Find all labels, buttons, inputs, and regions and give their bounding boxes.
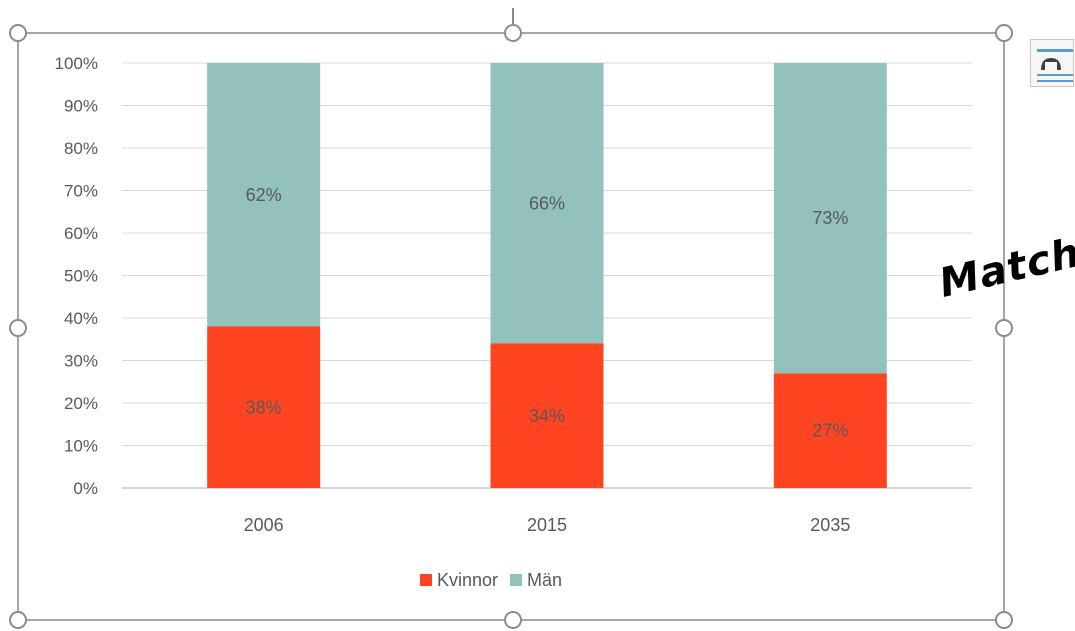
legend-swatch: [510, 574, 523, 586]
data-label: 38%: [246, 397, 282, 417]
legend-swatch: [420, 574, 432, 586]
bar-män: [207, 63, 321, 327]
y-tick-label: 90%: [64, 97, 98, 116]
resize-handles[interactable]: [9, 24, 1013, 629]
legend-label: Män: [527, 570, 562, 590]
y-tick-label: 10%: [64, 437, 98, 456]
data-label: 66%: [529, 193, 565, 213]
resize-handle[interactable]: [9, 611, 27, 629]
x-axis: 2006 2015 2035: [244, 515, 851, 535]
bar-män: [490, 63, 604, 344]
y-tick-label: 100%: [55, 54, 98, 73]
resize-handle[interactable]: [504, 24, 522, 42]
y-tick-label: 80%: [64, 139, 98, 158]
x-tick-label: 2015: [527, 515, 567, 535]
bar-män: [773, 63, 887, 374]
y-tick-label: 20%: [64, 394, 98, 413]
resize-handle[interactable]: [995, 24, 1013, 42]
x-tick-label: 2006: [244, 515, 284, 535]
x-tick-label: 2035: [810, 515, 850, 535]
resize-handle[interactable]: [995, 611, 1013, 629]
data-label: 73%: [812, 208, 848, 228]
y-tick-label: 60%: [64, 224, 98, 243]
y-tick-label: 70%: [64, 182, 98, 201]
y-tick-label: 0%: [73, 479, 98, 498]
legend-label: Kvinnor: [437, 570, 498, 590]
y-tick-label: 40%: [64, 309, 98, 328]
y-axis: 0% 10% 20% 30% 40% 50% 60% 70% 80% 90% 100%: [55, 54, 98, 498]
resize-handle[interactable]: [9, 24, 27, 42]
legend: Kvinnor Män: [420, 570, 562, 590]
bar-kvinnor: [773, 373, 887, 488]
bar-kvinnor: [490, 343, 604, 488]
layout-options-icon: [1037, 49, 1073, 82]
y-tick-label: 30%: [64, 352, 98, 371]
bars: 38% 62% 34% 66% 27% 73%: [207, 63, 887, 488]
layout-options-button[interactable]: [1030, 39, 1074, 87]
data-label: 34%: [529, 406, 565, 426]
bar-kvinnor: [207, 326, 321, 488]
data-label: 27%: [812, 421, 848, 441]
y-tick-label: 50%: [64, 267, 98, 286]
resize-handle[interactable]: [9, 319, 27, 337]
data-label: 62%: [246, 185, 282, 205]
resize-handle[interactable]: [504, 611, 522, 629]
resize-handle[interactable]: [995, 319, 1013, 337]
